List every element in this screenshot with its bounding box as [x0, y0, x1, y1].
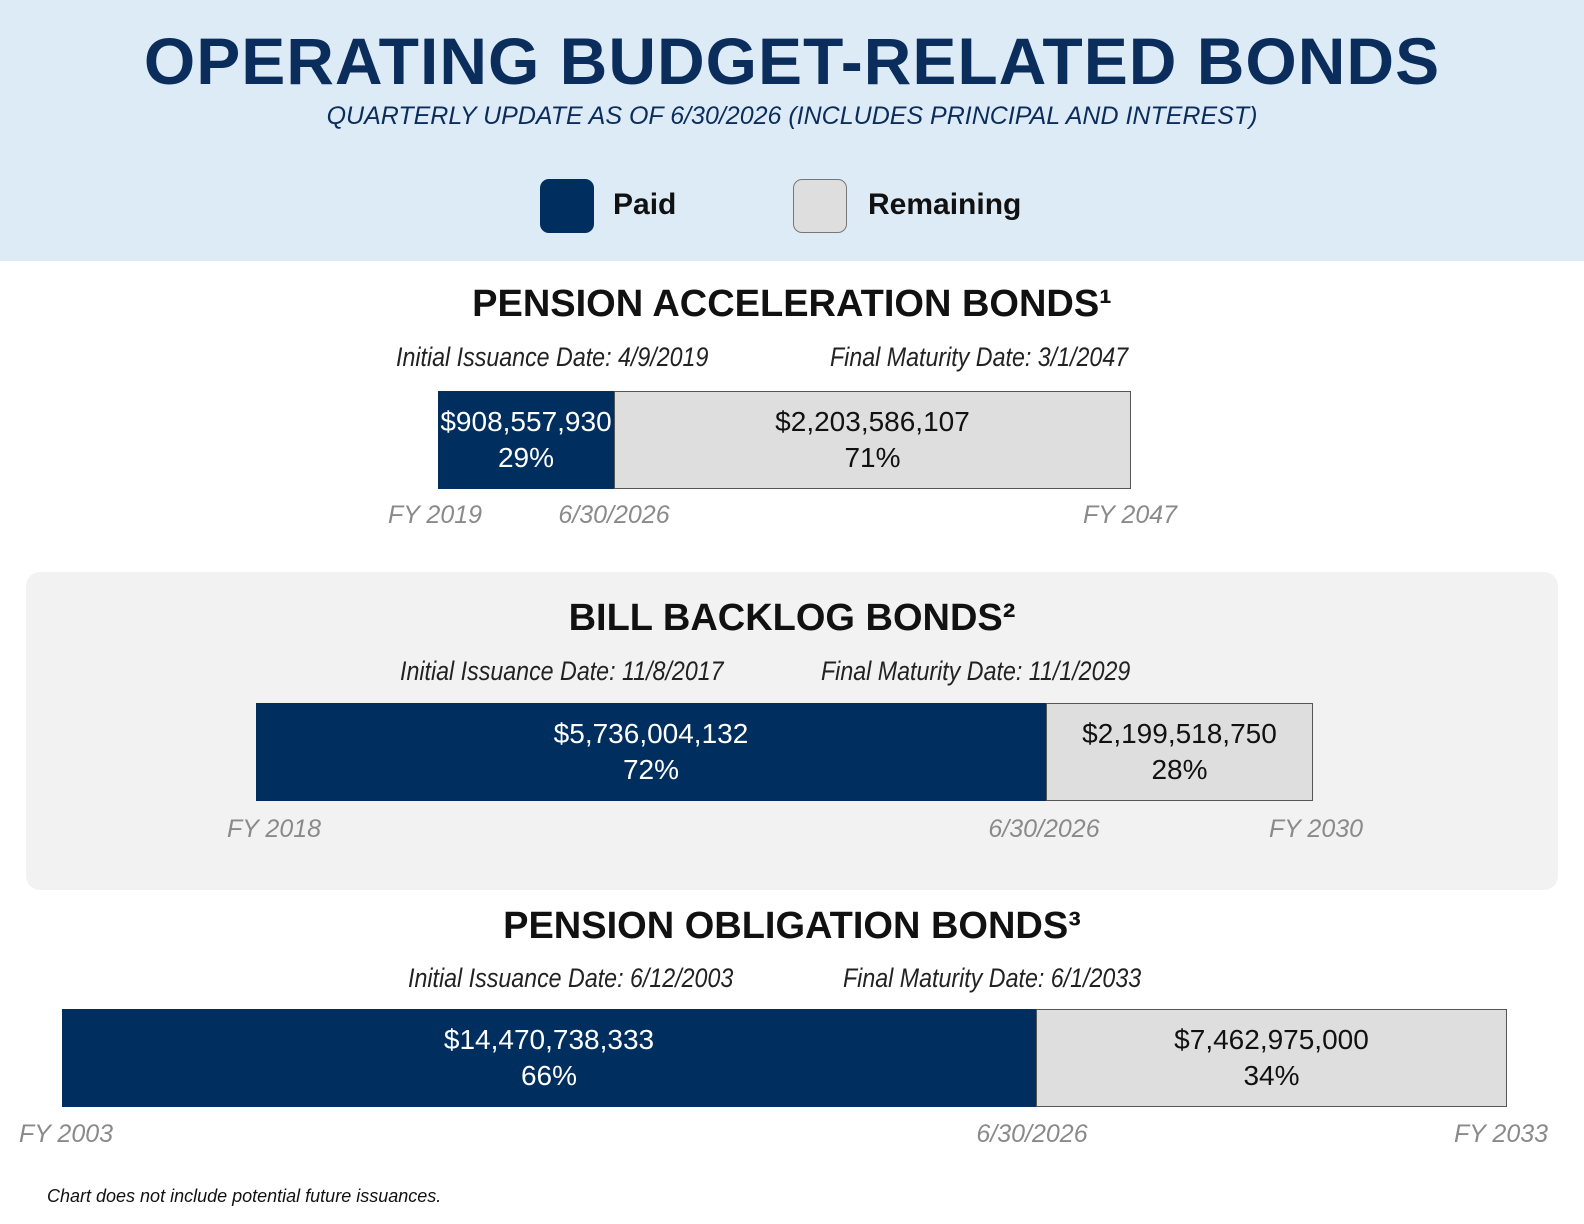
- final-maturity-date: Final Maturity Date: 11/1/2029: [821, 656, 1131, 686]
- initial-issuance-date: Initial Issuance Date: 4/9/2019: [396, 342, 709, 372]
- chart-title: BILL BACKLOG BONDS²: [568, 597, 1016, 639]
- axis-current-label: 6/30/2026: [976, 1120, 1088, 1148]
- footnote: Chart does not include potential future …: [47, 1186, 442, 1206]
- legend-remaining-label: Remaining: [868, 188, 1022, 221]
- final-maturity-date: Final Maturity Date: 3/1/2047: [830, 342, 1129, 372]
- chart-title: PENSION OBLIGATION BONDS³: [503, 905, 1081, 947]
- paid-percent-label: 72%: [622, 754, 680, 785]
- initial-issuance-date: Initial Issuance Date: 11/8/2017: [400, 656, 724, 686]
- legend-paid-swatch: [540, 179, 594, 233]
- page-title: OPERATING BUDGET-RELATED BONDS: [143, 24, 1441, 98]
- paid-percent-label: 29%: [497, 442, 555, 473]
- axis-current-label: 6/30/2026: [988, 815, 1100, 843]
- stacked-bar: $908,557,930 29% $2,203,586,107 71%: [438, 391, 1131, 489]
- page-subtitle: QUARTERLY UPDATE AS OF 6/30/2026 (INCLUD…: [326, 102, 1258, 130]
- bar-segment-paid: $908,557,930 29%: [438, 391, 614, 489]
- bar-segment-remaining: $2,199,518,750 28%: [1046, 703, 1313, 801]
- remaining-percent-label: 71%: [844, 442, 901, 473]
- bar-segment-paid: $14,470,738,333 66%: [62, 1009, 1036, 1107]
- axis-end-label: FY 2047: [1082, 501, 1178, 529]
- stacked-bar: $5,736,004,132 72% $2,199,518,750 28%: [256, 703, 1313, 801]
- axis-start-label: FY 2018: [226, 815, 322, 843]
- initial-issuance-date: Initial Issuance Date: 6/12/2003: [408, 963, 734, 993]
- stacked-bar: $14,470,738,333 66% $7,462,975,000 34%: [62, 1009, 1507, 1107]
- legend-paid-label: Paid: [613, 188, 677, 221]
- chart-title: PENSION ACCELERATION BONDS¹: [472, 283, 1112, 325]
- axis-current-label: 6/30/2026: [558, 501, 670, 529]
- bar-segment-remaining: $2,203,586,107 71%: [614, 391, 1131, 489]
- bar-segment-paid: $5,736,004,132 72%: [256, 703, 1046, 801]
- remaining-percent-label: 28%: [1151, 754, 1208, 785]
- legend-remaining-swatch: [793, 179, 847, 233]
- axis-start-label: FY 2019: [387, 501, 483, 529]
- axis-end-label: FY 2033: [1453, 1120, 1549, 1148]
- remaining-amount-label: $7,462,975,000: [1174, 1024, 1369, 1055]
- bar-segment-remaining: $7,462,975,000 34%: [1036, 1009, 1507, 1107]
- header-banner: OPERATING BUDGET-RELATED BONDS QUARTERLY…: [0, 0, 1584, 261]
- paid-amount-label: $908,557,930: [440, 406, 612, 437]
- remaining-percent-label: 34%: [1243, 1060, 1300, 1091]
- paid-amount-label: $5,736,004,132: [553, 718, 749, 749]
- paid-percent-label: 66%: [520, 1060, 578, 1091]
- paid-amount-label: $14,470,738,333: [443, 1024, 655, 1055]
- remaining-amount-label: $2,199,518,750: [1082, 718, 1277, 749]
- axis-end-label: FY 2030: [1268, 815, 1364, 843]
- remaining-amount-label: $2,203,586,107: [775, 406, 970, 437]
- final-maturity-date: Final Maturity Date: 6/1/2033: [843, 963, 1142, 993]
- axis-start-label: FY 2003: [18, 1120, 114, 1148]
